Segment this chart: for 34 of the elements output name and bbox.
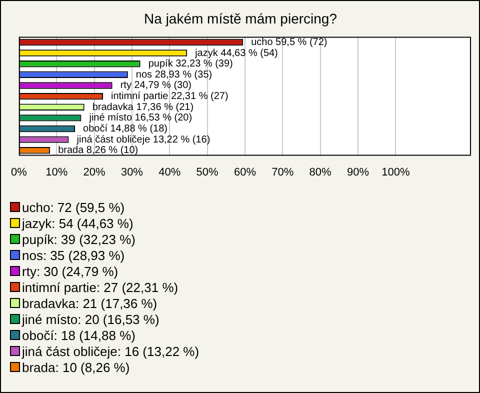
legend-label: pupík: 39 (32,23 %): [22, 232, 136, 246]
data-label: ucho 59,5 % (72): [251, 36, 328, 48]
x-tick-label: 90%: [346, 166, 370, 178]
legend-label: jazyk: 54 (44,63 %): [22, 216, 134, 230]
data-label: jiné místo 16,53 % (20): [88, 112, 192, 124]
data-label: jazyk 44,63 % (54): [194, 48, 278, 59]
x-tick-label: 70%: [272, 166, 294, 178]
x-tick-label: 40%: [158, 166, 181, 178]
data-label: intimní partie 22,31 % (27): [110, 91, 228, 102]
legend-label: brada: 10 (8,26 %): [22, 360, 130, 374]
x-tick-label: 10%: [46, 166, 68, 178]
x-tick-label: 50%: [196, 166, 219, 178]
legend-label: intimní partie: 27 (22,31 %): [22, 280, 178, 294]
legend-label: nos: 35 (28,93 %): [22, 248, 125, 262]
legend-label: rty: 30 (24,79 %): [22, 264, 118, 278]
x-tick-label: 100%: [382, 166, 410, 178]
data-label: brada 8,26 % (10): [58, 145, 138, 156]
data-label: bradavka 17,36 % (21): [92, 102, 194, 113]
x-tick-label: 20%: [83, 166, 106, 178]
legend-label: ucho: 72 (59,5 %): [22, 200, 125, 214]
legend-label: jiná část obličeje: 16 (13,22 %): [22, 344, 200, 358]
data-label: nos 28,93 % (35): [136, 69, 212, 80]
data-label: rty 24,79 % (30): [120, 80, 192, 92]
chart-title: Na jakém místě mám piercing?: [144, 10, 338, 26]
data-label: obočí 14,88 % (18): [83, 124, 168, 135]
legend-label: jiné místo: 20 (16,53 %): [22, 312, 160, 326]
data-label: jiná část obličeje 13,22 % (16): [76, 134, 210, 146]
data-label: pupík 32,23 % (39): [148, 58, 233, 70]
x-tick-label: 0%: [10, 166, 28, 178]
legend-label: bradavka: 21 (17,36 %): [22, 296, 158, 310]
legend-label: obočí: 18 (14,88 %): [22, 328, 136, 342]
x-tick-label: 60%: [234, 166, 256, 178]
x-tick-label: 30%: [120, 166, 144, 178]
x-tick-label: 80%: [309, 166, 332, 178]
